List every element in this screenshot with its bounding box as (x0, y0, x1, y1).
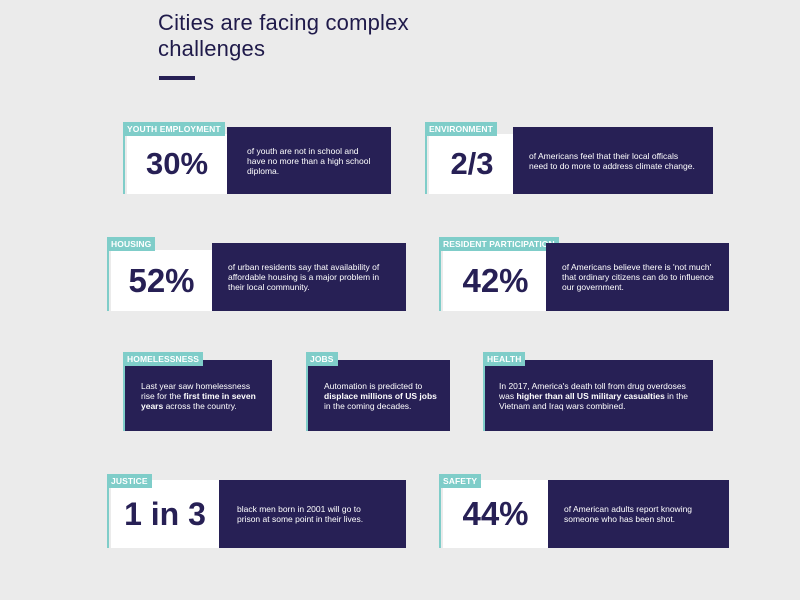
stat-value: 1 in 3 (111, 480, 219, 548)
stat-value: 30% (127, 134, 227, 194)
stat-value: 2/3 (429, 134, 515, 194)
card-frame: 52% (107, 237, 212, 311)
card-justice: 1 in 3 JUSTICE black men born in 2001 wi… (107, 474, 406, 548)
stat-description: Last year saw homelessness rise for the … (125, 360, 272, 431)
stat-description: In 2017, America's death toll from drug … (485, 360, 713, 431)
desc-highlight: first time in seven years (141, 390, 256, 411)
desc-text: in the coming decades. (324, 400, 412, 411)
card-frame: 1 in 3 (107, 474, 219, 548)
category-tag: JOBS (306, 352, 338, 366)
category-tag: YOUTH EMPLOYMENT (123, 122, 225, 136)
card-frame: 44% (439, 474, 548, 548)
card-health: In 2017, America's death toll from drug … (483, 352, 713, 431)
card-frame: 2/3 (425, 122, 515, 194)
stat-description: black men born in 2001 will go to prison… (219, 480, 406, 548)
stat-value: 42% (443, 250, 548, 311)
category-tag: HEALTH (483, 352, 526, 366)
category-tag: JUSTICE (107, 474, 152, 488)
category-tag: HOMELESSNESS (123, 352, 204, 366)
desc-text: in the Vietnam and Iraq wars combined. (499, 390, 688, 411)
stat-description: of urban residents say that availability… (212, 243, 406, 311)
title-underline (159, 76, 195, 80)
category-tag: SAFETY (439, 474, 482, 488)
card-jobs: Automation is predicted to displace mill… (306, 352, 450, 431)
category-tag: ENVIRONMENT (425, 122, 497, 136)
desc-text: Last year saw homelessness rise for the (141, 380, 251, 401)
card-safety: 44% SAFETY of American adults report kno… (439, 474, 729, 548)
category-tag: RESIDENT PARTICIPATION (439, 237, 559, 251)
page-title-line-2: challenges (158, 36, 266, 61)
stat-description: Automation is predicted to displace mill… (308, 360, 450, 431)
stat-description: of American adults report knowing someon… (548, 480, 729, 548)
desc-highlight: displace millions of US jobs (324, 390, 437, 401)
stat-value: 52% (111, 250, 212, 311)
card-youth-employment: 30% YOUTH EMPLOYMENT of youth are not in… (123, 122, 391, 194)
desc-text: across the country. (163, 400, 237, 411)
card-frame: 42% (439, 237, 548, 311)
stat-description: of Americans feel that their local offic… (513, 127, 713, 194)
category-tag: HOUSING (107, 237, 156, 251)
card-frame (483, 352, 485, 431)
desc-highlight: higher than all US military casualties (516, 390, 665, 401)
stat-description: of youth are not in school and have no m… (227, 127, 391, 194)
desc-text: In 2017, America's death toll from drug … (499, 380, 686, 401)
stat-description: of Americans believe there is 'not much'… (546, 243, 729, 311)
desc-text: Automation is predicted to (324, 380, 423, 391)
card-frame: 30% (123, 122, 227, 194)
card-homelessness: Last year saw homelessness rise for the … (123, 352, 272, 431)
card-environment: 2/3 ENVIRONMENT of Americans feel that t… (425, 122, 713, 194)
stat-value: 44% (443, 480, 548, 548)
card-frame (306, 352, 308, 431)
card-housing: 52% HOUSING of urban residents say that … (107, 237, 406, 311)
card-frame (123, 352, 125, 431)
card-resident-participation: 42% RESIDENT PARTICIPATION of Americans … (439, 237, 729, 311)
page-title: Cities are facing complex challenges (158, 10, 409, 62)
page-title-line-1: Cities are facing complex (158, 10, 409, 35)
